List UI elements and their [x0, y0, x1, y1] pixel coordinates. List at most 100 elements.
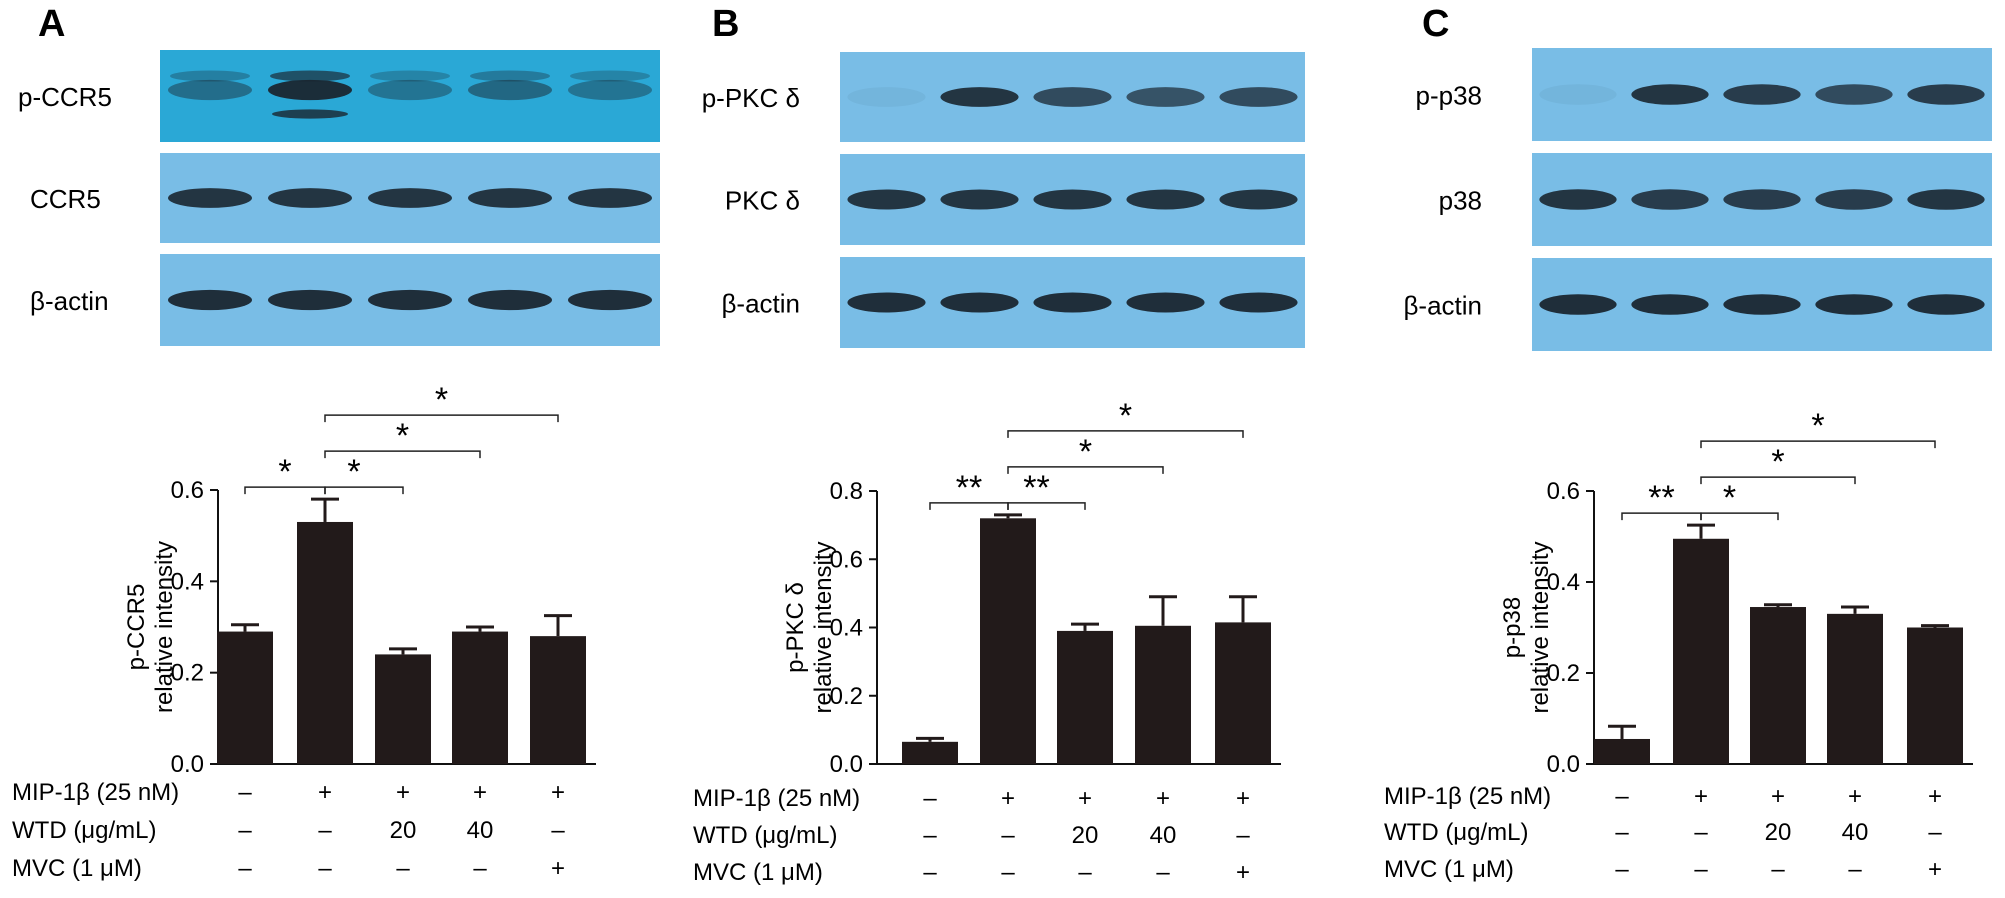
bar: [1750, 607, 1806, 764]
blot-band: [168, 79, 252, 101]
y-tick-label: 0.6: [1547, 478, 1580, 505]
blot-band: [940, 87, 1019, 107]
blot-band: [1539, 84, 1617, 105]
significance-label: *: [1723, 479, 1736, 517]
blot-label: p-p38: [1416, 81, 1483, 111]
significance-label: *: [1119, 397, 1132, 435]
blot-band: [470, 70, 550, 82]
blot-band: [268, 188, 352, 208]
blot-band: [1219, 292, 1298, 313]
condition-value: +: [1078, 785, 1092, 812]
blot-band: [940, 189, 1019, 210]
blot-band: [1907, 294, 1985, 315]
condition-value: –: [1615, 783, 1629, 810]
blot-band: [568, 188, 652, 208]
condition-label: MIP-1β (25 nM): [12, 779, 179, 806]
condition-value: –: [1848, 856, 1862, 883]
significance-bracket: [324, 450, 481, 459]
condition-label: MVC (1 μM): [1384, 856, 1514, 883]
condition-value: +: [551, 855, 565, 882]
condition-label: MVC (1 μM): [12, 855, 142, 882]
blot-band: [468, 79, 552, 101]
condition-value: +: [551, 779, 565, 806]
significance-label: *: [396, 417, 409, 455]
significance-label: *: [435, 381, 448, 419]
y-tick-label: 0.2: [830, 683, 863, 710]
condition-value: –: [473, 855, 487, 882]
blot-band: [1126, 87, 1205, 107]
condition-value: +: [1928, 856, 1942, 883]
condition-value: –: [318, 855, 332, 882]
significance-label: **: [1648, 479, 1674, 517]
blot-band: [170, 70, 250, 82]
panel-c: Cp-p38 p38 β-actin: [1403, 3, 1992, 351]
blot-band: [468, 289, 552, 311]
condition-label: MVC (1 μM): [693, 859, 823, 886]
blot-band: [847, 189, 926, 210]
significance-bracket: [1700, 440, 1936, 449]
blot-strip: [840, 257, 1305, 348]
blot-label: CCR5: [30, 184, 101, 214]
blot-band: [1219, 87, 1298, 107]
y-tick-label: 0.2: [1547, 660, 1580, 687]
panel-letter: B: [712, 3, 739, 45]
condition-value: 20: [1765, 819, 1792, 846]
blot-strip: [1532, 153, 1992, 246]
y-tick-label: 0.6: [171, 477, 204, 504]
bar: [980, 518, 1036, 764]
condition-value: –: [238, 855, 252, 882]
significance-label: **: [956, 469, 982, 507]
blot-strip: [160, 50, 660, 142]
blot-band: [1723, 84, 1801, 105]
significance-bracket: [1700, 476, 1856, 485]
condition-value: –: [1078, 859, 1092, 886]
panel-letter: C: [1422, 3, 1449, 45]
blot-band: [468, 188, 552, 208]
bar: [375, 654, 431, 764]
panel-a: Ap-CCR5 CCR5 β-actin: [18, 3, 660, 346]
y-tick-label: 0.6: [830, 546, 863, 573]
condition-label: WTD (μg/mL): [12, 817, 156, 844]
condition-value: –: [1156, 859, 1170, 886]
blot-band: [368, 79, 452, 101]
y-tick-label: 0.8: [830, 478, 863, 505]
blot-band: [370, 70, 450, 82]
significance-bracket: [324, 486, 404, 495]
condition-value: 20: [1072, 822, 1099, 849]
blot-strip: [1532, 48, 1992, 141]
blot-band: [1723, 294, 1801, 315]
condition-value: –: [1236, 822, 1250, 849]
condition-label: MIP-1β (25 nM): [693, 785, 860, 812]
condition-value: +: [1001, 785, 1015, 812]
condition-value: +: [1236, 859, 1250, 886]
bar: [1907, 627, 1963, 764]
condition-label: WTD (μg/mL): [1384, 819, 1528, 846]
blot-strip: [1532, 258, 1992, 351]
condition-value: –: [1001, 822, 1015, 849]
significance-bracket: [1700, 512, 1779, 521]
y-axis-label: p-PKC δrelative intensity: [782, 541, 837, 713]
blot-band: [268, 79, 352, 101]
bar: [902, 741, 958, 764]
condition-label: WTD (μg/mL): [693, 822, 837, 849]
y-tick-label: 0.0: [830, 751, 863, 778]
condition-value: +: [1694, 783, 1708, 810]
condition-value: –: [1771, 856, 1785, 883]
condition-value: –: [396, 855, 410, 882]
bar: [530, 636, 586, 764]
blot-band: [368, 188, 452, 208]
blot-label: β-actin: [1403, 291, 1482, 321]
bar: [1057, 630, 1113, 764]
bar-chart-c: 0.00.20.40.6p-p38relative intensity** ***: [1499, 407, 1973, 778]
blot-band: [1126, 292, 1205, 313]
y-tick-label: 0.4: [830, 615, 863, 642]
blot-band: [1815, 294, 1893, 315]
condition-label: MIP-1β (25 nM): [1384, 783, 1551, 810]
blot-band: [1723, 189, 1801, 210]
condition-value: –: [551, 817, 565, 844]
significance-bracket: [1007, 430, 1244, 438]
condition-value: +: [473, 779, 487, 806]
blot-strip: [160, 254, 660, 346]
significance-label: **: [1023, 469, 1049, 507]
